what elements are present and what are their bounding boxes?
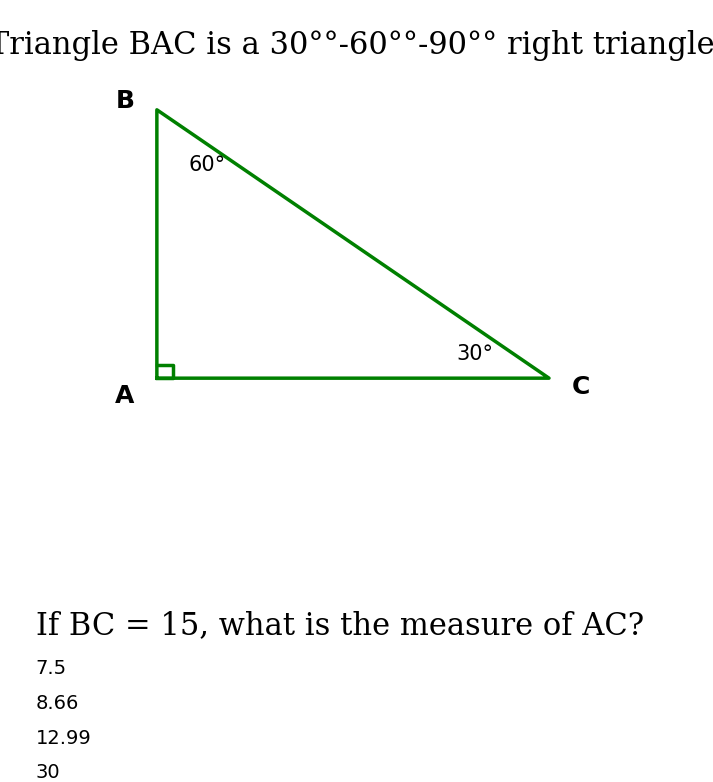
Text: A: A	[115, 385, 135, 408]
Text: 30: 30	[36, 762, 61, 782]
Text: 8.66: 8.66	[36, 694, 79, 713]
Text: 60°: 60°	[189, 155, 226, 174]
Text: 7.5: 7.5	[36, 659, 67, 678]
Text: 12.99: 12.99	[36, 730, 91, 748]
Text: 30°: 30°	[456, 344, 493, 364]
Text: C: C	[572, 375, 590, 400]
Text: If BC = 15, what is the measure of AC?: If BC = 15, what is the measure of AC?	[36, 610, 644, 641]
Text: Triangle BAC is a 30°°-60°°-90°° right triangle.: Triangle BAC is a 30°°-60°°-90°° right t…	[0, 30, 713, 62]
Text: B: B	[116, 88, 134, 113]
